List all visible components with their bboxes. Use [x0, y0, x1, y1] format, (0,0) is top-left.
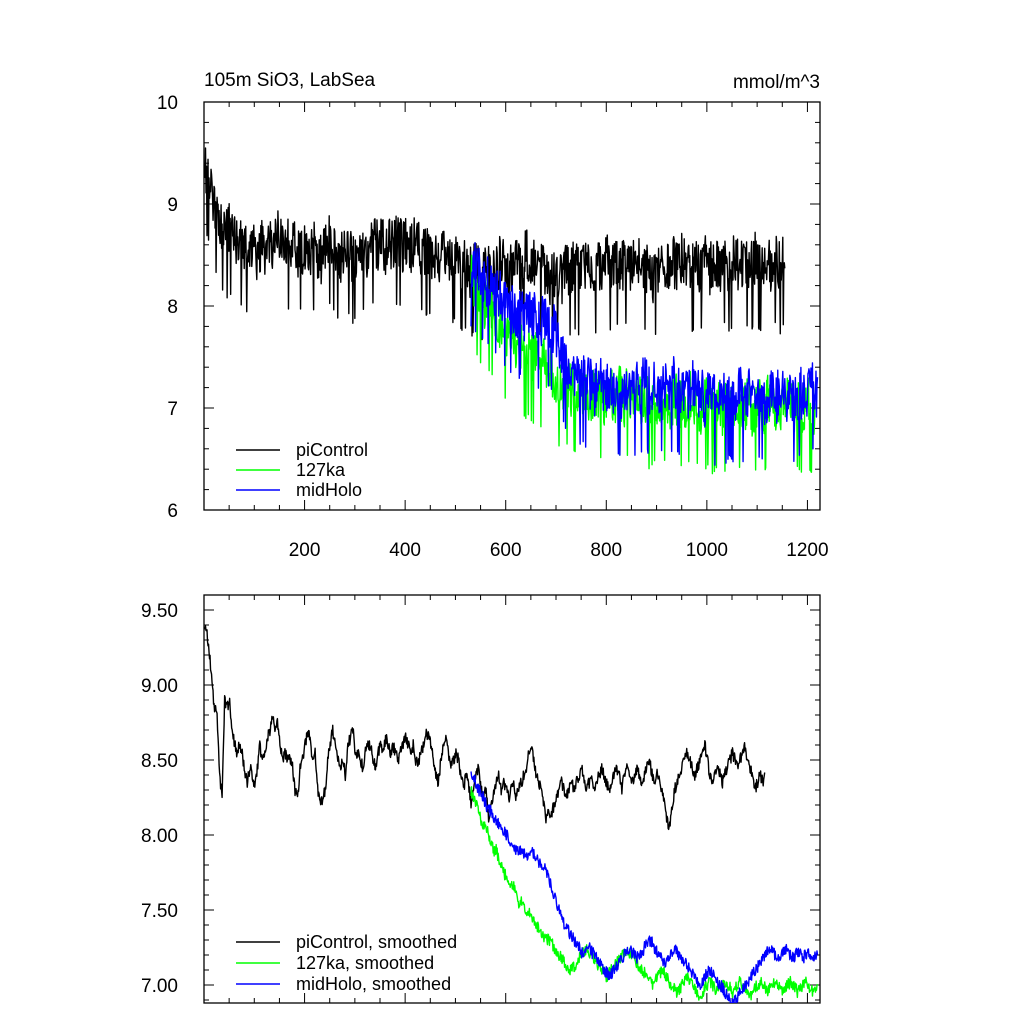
y-tick-label: 9.50 [141, 601, 178, 622]
y-tick-label: 10 [157, 93, 178, 114]
y-tick-label: 7.50 [141, 901, 178, 922]
y-tick-label: 9 [167, 195, 178, 216]
legend-label: midHolo [296, 480, 362, 500]
x-tick-label: 800 [590, 540, 622, 561]
panel-top: 105m SiO3, LabSea mmol/m^3 200 400 600 800 1… [157, 70, 829, 561]
legend-label: 127ka, smoothed [296, 953, 434, 973]
y-axis: 7.00 7.50 8.00 8.50 9.00 9.50 [141, 594, 820, 1001]
chart-title: 105m SiO3, LabSea [204, 70, 376, 91]
y-tick-label: 7.00 [141, 976, 178, 997]
x-tick-label: 1000 [686, 540, 728, 561]
units-label: mmol/m^3 [733, 72, 820, 93]
panel-bottom: 7.00 7.50 8.00 8.50 9.00 9.50 piControl, smoo… [141, 594, 821, 1004]
y-tick-label: 6 [167, 501, 178, 522]
x-tick-label: 400 [389, 540, 421, 561]
series-line-midholo [470, 242, 819, 466]
y-tick-label: 8.50 [141, 751, 178, 772]
series-line-midholo-smoothed [470, 771, 819, 1003]
x-tick-label: 200 [289, 540, 321, 561]
y-tick-label: 8.00 [141, 826, 178, 847]
legend-label: piControl, smoothed [296, 932, 457, 952]
series-group [204, 147, 819, 475]
y-tick-label: 8 [167, 297, 178, 318]
x-tick-label: 600 [490, 540, 522, 561]
legend-label: 127ka [296, 460, 346, 480]
legend-label: midHolo, smoothed [296, 974, 451, 994]
y-axis: 6 7 8 9 10 [157, 93, 820, 522]
x-axis [228, 595, 808, 1003]
series-group [204, 625, 819, 1003]
series-line-picontrol-smoothed [204, 625, 766, 831]
series-line-127ka-smoothed [470, 786, 819, 1001]
x-axis: 200 400 600 800 1000 1200 [228, 102, 829, 561]
x-tick-label: 1200 [786, 540, 828, 561]
plot-frame [203, 594, 821, 1004]
y-tick-label: 7 [167, 399, 178, 420]
y-tick-label: 9.00 [141, 676, 178, 697]
legend-label: piControl [296, 440, 368, 460]
